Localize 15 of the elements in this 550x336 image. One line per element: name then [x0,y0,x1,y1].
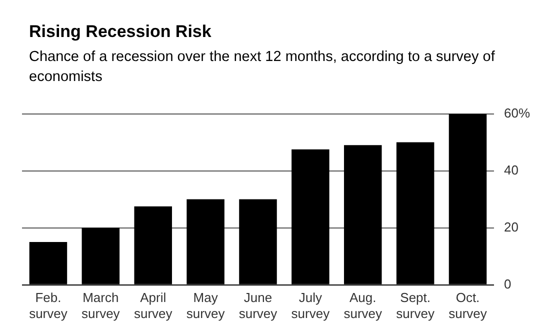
x-tick-label: July survey [291,290,330,321]
x-tick-label: Aug. survey [344,290,383,321]
y-tick-label: 0 [504,276,512,292]
y-tick-label: 60% [504,105,530,120]
y-tick-label: 40 [504,162,518,178]
x-tick-label: Oct. survey [448,290,488,321]
chart-subtitle: Chance of a recession over the next 12 months, according to a survey of economists [29,48,496,87]
x-tick-label: April survey [134,290,173,321]
x-tick-label: March survey [82,290,120,321]
x-tick-label: Sept. survey [396,290,435,321]
x-tick-label: May survey [186,290,226,321]
x-tick-label: June survey [238,290,278,321]
y-tick-label: 20 [504,219,518,234]
chart-title: Rising Recession Risk [29,22,212,42]
x-tick-label: Feb. survey [29,290,68,321]
